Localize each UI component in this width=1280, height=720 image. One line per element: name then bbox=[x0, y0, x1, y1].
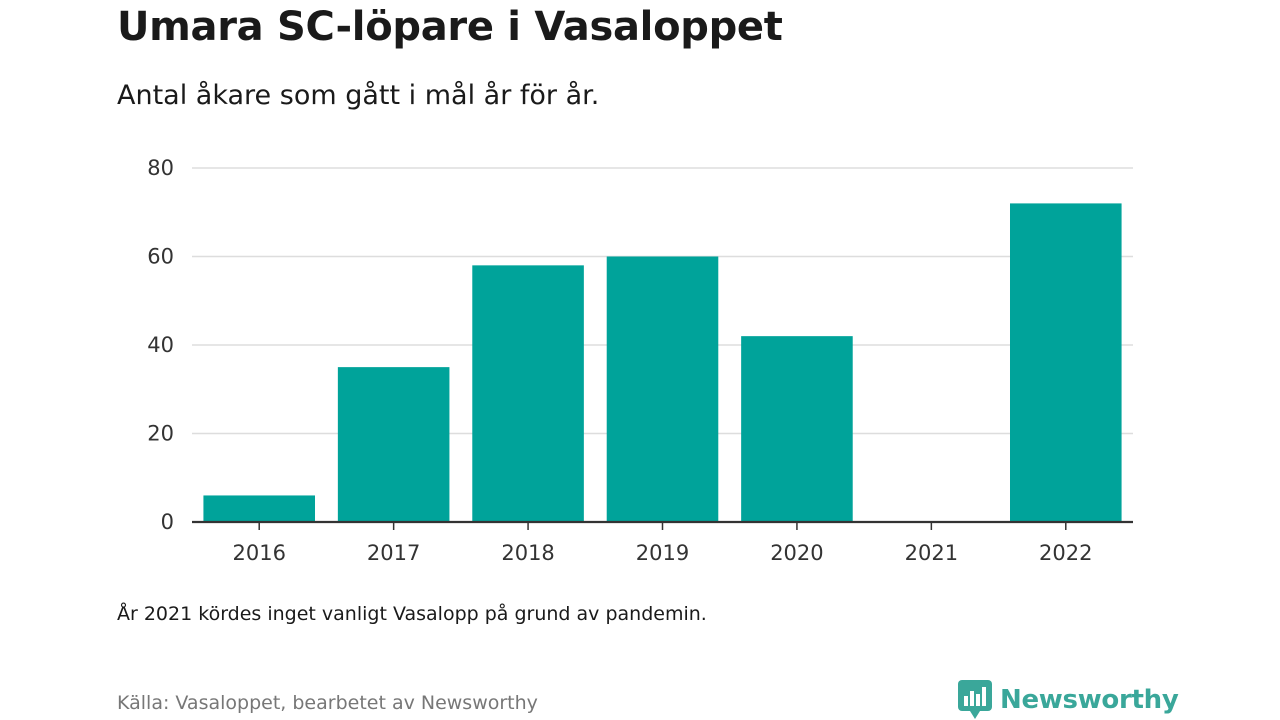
x-tick-label-2021: 2021 bbox=[905, 541, 958, 565]
bar-2022 bbox=[1009, 203, 1122, 522]
brand-name: Newsworthy bbox=[1000, 685, 1179, 715]
bar-2017 bbox=[337, 367, 450, 522]
y-tick-label-20: 20 bbox=[147, 422, 174, 446]
bar-2019 bbox=[606, 256, 719, 522]
newsworthy-logo: Newsworthy bbox=[958, 680, 1179, 720]
x-tick-label-2019: 2019 bbox=[636, 541, 689, 565]
bar-2016 bbox=[203, 495, 316, 522]
bars bbox=[203, 203, 1122, 522]
x-tick-label-2022: 2022 bbox=[1039, 541, 1092, 565]
source-credit: Källa: Vasaloppet, bearbetet av Newswort… bbox=[117, 692, 538, 714]
y-tick-label-0: 0 bbox=[161, 510, 174, 534]
chart-subtitle: Antal åkare som gått i mål år för år. bbox=[117, 80, 600, 111]
y-tick-label-60: 60 bbox=[147, 245, 174, 269]
bar-2020 bbox=[741, 336, 853, 522]
x-tick-label-2020: 2020 bbox=[770, 541, 823, 565]
x-tick-label-2018: 2018 bbox=[501, 541, 554, 565]
bar-2018 bbox=[472, 265, 584, 522]
y-axis-labels: 0 20 40 60 80 bbox=[147, 156, 174, 534]
x-tick-label-2017: 2017 bbox=[367, 541, 420, 565]
bar-chart: 0 20 40 60 80 2016 2017 2018 2019 2020 2021 2022 bbox=[147, 156, 1133, 565]
x-tick-label-2016: 2016 bbox=[232, 541, 285, 565]
y-tick-label-80: 80 bbox=[147, 156, 174, 180]
x-axis bbox=[192, 520, 1133, 530]
x-axis-labels: 2016 2017 2018 2019 2020 2021 2022 bbox=[232, 541, 1092, 565]
y-tick-label-40: 40 bbox=[147, 333, 174, 357]
chart-note: År 2021 kördes inget vanligt Vasalopp på… bbox=[117, 603, 707, 625]
newsworthy-logo-icon bbox=[958, 680, 992, 719]
chart-title: Umara SC-löpare i Vasaloppet bbox=[117, 4, 783, 50]
